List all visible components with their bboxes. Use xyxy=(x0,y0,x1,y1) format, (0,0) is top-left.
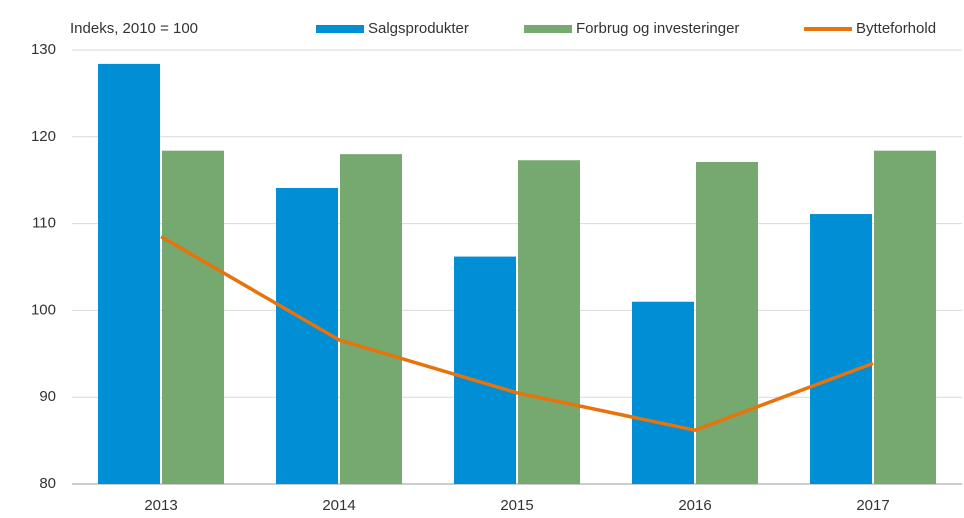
bar xyxy=(454,256,516,484)
y-tick-label: 110 xyxy=(32,215,56,232)
y-tick-label: 90 xyxy=(39,388,56,405)
legend-swatch xyxy=(524,25,572,33)
bar xyxy=(518,160,580,484)
x-tick-label: 2016 xyxy=(678,497,711,514)
legend-swatch xyxy=(316,25,364,33)
x-tick-label: 2013 xyxy=(144,497,177,514)
x-tick-label: 2017 xyxy=(856,497,889,514)
x-tick-label: 2014 xyxy=(322,497,355,514)
bar xyxy=(696,161,758,485)
chart-title: Indeks, 2010 = 100 xyxy=(70,20,198,37)
bar xyxy=(810,214,872,484)
bar xyxy=(276,188,338,484)
bar xyxy=(874,150,936,485)
y-tick-label: 100 xyxy=(31,301,56,318)
x-tick-label: 2015 xyxy=(500,497,533,514)
y-tick-label: 120 xyxy=(31,128,56,145)
legend-label: Forbrug og investeringer xyxy=(576,20,739,37)
bar xyxy=(632,301,694,484)
bar xyxy=(98,63,160,484)
y-tick-label: 80 xyxy=(39,475,56,492)
legend-label: Bytteforhold xyxy=(856,20,936,37)
bar xyxy=(162,150,224,485)
y-tick-label: 130 xyxy=(31,41,56,58)
line xyxy=(160,235,874,432)
legend-label: Salgsprodukter xyxy=(368,20,469,37)
bar xyxy=(340,154,402,484)
